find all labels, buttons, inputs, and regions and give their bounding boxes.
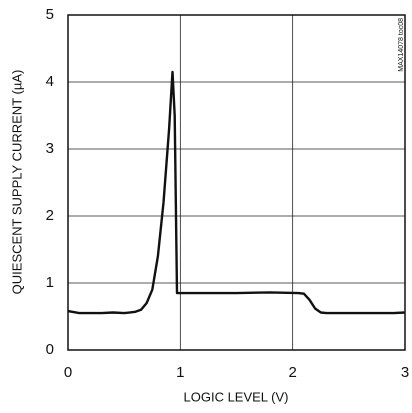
y-tick-label: 4 [46, 73, 54, 90]
y-tick-label: 1 [46, 274, 54, 291]
y-tick-label: 5 [46, 6, 54, 23]
y-tick-label: 2 [46, 207, 54, 224]
y-axis-label: QUIESCENT SUPPLY CURRENT (µA) [9, 70, 24, 295]
y-tick-label: 3 [46, 140, 54, 157]
x-tick-label: 1 [176, 364, 184, 381]
x-axis-label: LOGIC LEVEL (V) [184, 389, 289, 404]
x-tick-label: 3 [401, 364, 409, 381]
x-tick-label: 0 [64, 364, 72, 381]
y-tick-label: 0 [46, 341, 54, 358]
x-tick-label: 2 [288, 364, 296, 381]
data-line [67, 70, 406, 315]
figure-code: MAX14078 toc08 [398, 18, 405, 72]
plot-frame [67, 14, 406, 351]
